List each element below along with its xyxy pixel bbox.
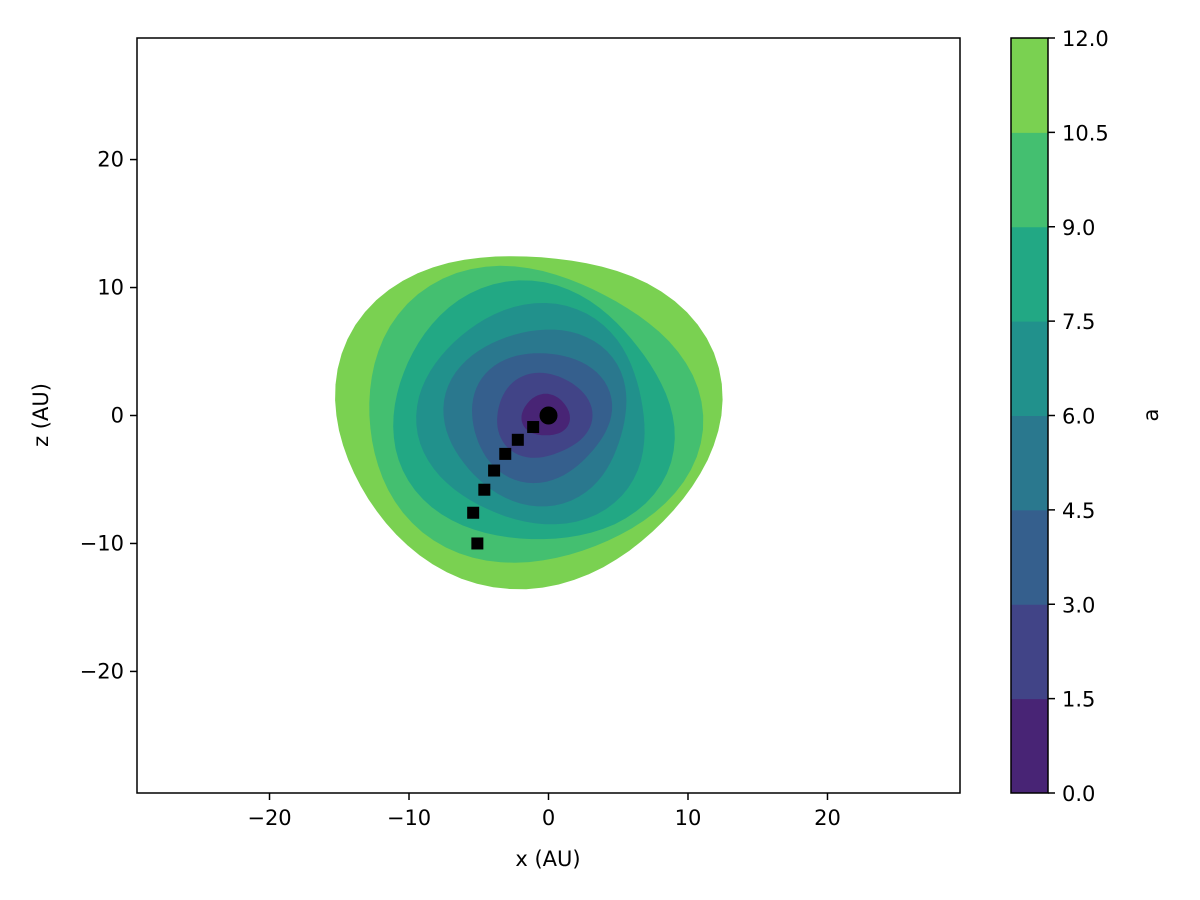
colorbar-band — [1011, 132, 1048, 228]
colorbar-tick-label: 10.5 — [1062, 121, 1109, 145]
y-tick-label: 20 — [97, 148, 124, 172]
colorbar-tick-label: 1.5 — [1062, 688, 1095, 712]
x-tick-label: 0 — [542, 806, 555, 830]
y-tick-label: −10 — [80, 531, 124, 555]
y-axis-label: z (AU) — [29, 383, 53, 447]
colorbar-label: a — [1139, 409, 1163, 422]
colorbar-band — [1011, 321, 1048, 416]
track-marker — [488, 464, 501, 477]
y-tick-label: 0 — [111, 404, 124, 428]
track-marker — [527, 421, 540, 434]
y-axis: −20 −10 0 10 20 — [80, 148, 137, 683]
plot-area — [335, 256, 723, 590]
colorbar: 0.0 1.5 3.0 4.5 6.0 7.5 9.0 10.5 12.0 — [1010, 27, 1109, 806]
colorbar-tick-label: 4.5 — [1062, 499, 1095, 523]
track-marker — [471, 537, 484, 550]
x-tick-label: −10 — [387, 806, 431, 830]
colorbar-band — [1011, 415, 1048, 511]
x-tick-label: 10 — [675, 806, 702, 830]
track-marker — [467, 506, 480, 519]
y-tick-label: −20 — [80, 659, 124, 683]
colorbar-band — [1011, 604, 1048, 700]
colorbar-band — [1011, 226, 1048, 322]
plot-frame — [136, 37, 961, 794]
colorbar-band — [1011, 509, 1048, 605]
colorbar-tick-label: 9.0 — [1062, 216, 1095, 240]
track-marker — [499, 447, 512, 460]
center-marker — [539, 406, 558, 425]
colorbar-tick-label: 6.0 — [1062, 405, 1095, 429]
x-axis: −20 −10 0 10 20 — [247, 793, 841, 830]
colorbar-tick-label: 12.0 — [1062, 27, 1109, 51]
track-marker — [511, 433, 524, 446]
x-axis-label: x (AU) — [515, 847, 580, 871]
colorbar-tick-label: 7.5 — [1062, 310, 1095, 334]
colorbar-band — [1011, 38, 1048, 133]
colorbar-band — [1011, 698, 1048, 794]
colorbar-tick-label: 0.0 — [1062, 782, 1095, 806]
x-tick-label: 20 — [814, 806, 841, 830]
track-marker — [478, 483, 491, 496]
x-tick-label: −20 — [247, 806, 291, 830]
y-tick-label: 10 — [97, 276, 124, 300]
colorbar-tick-label: 3.0 — [1062, 593, 1095, 617]
